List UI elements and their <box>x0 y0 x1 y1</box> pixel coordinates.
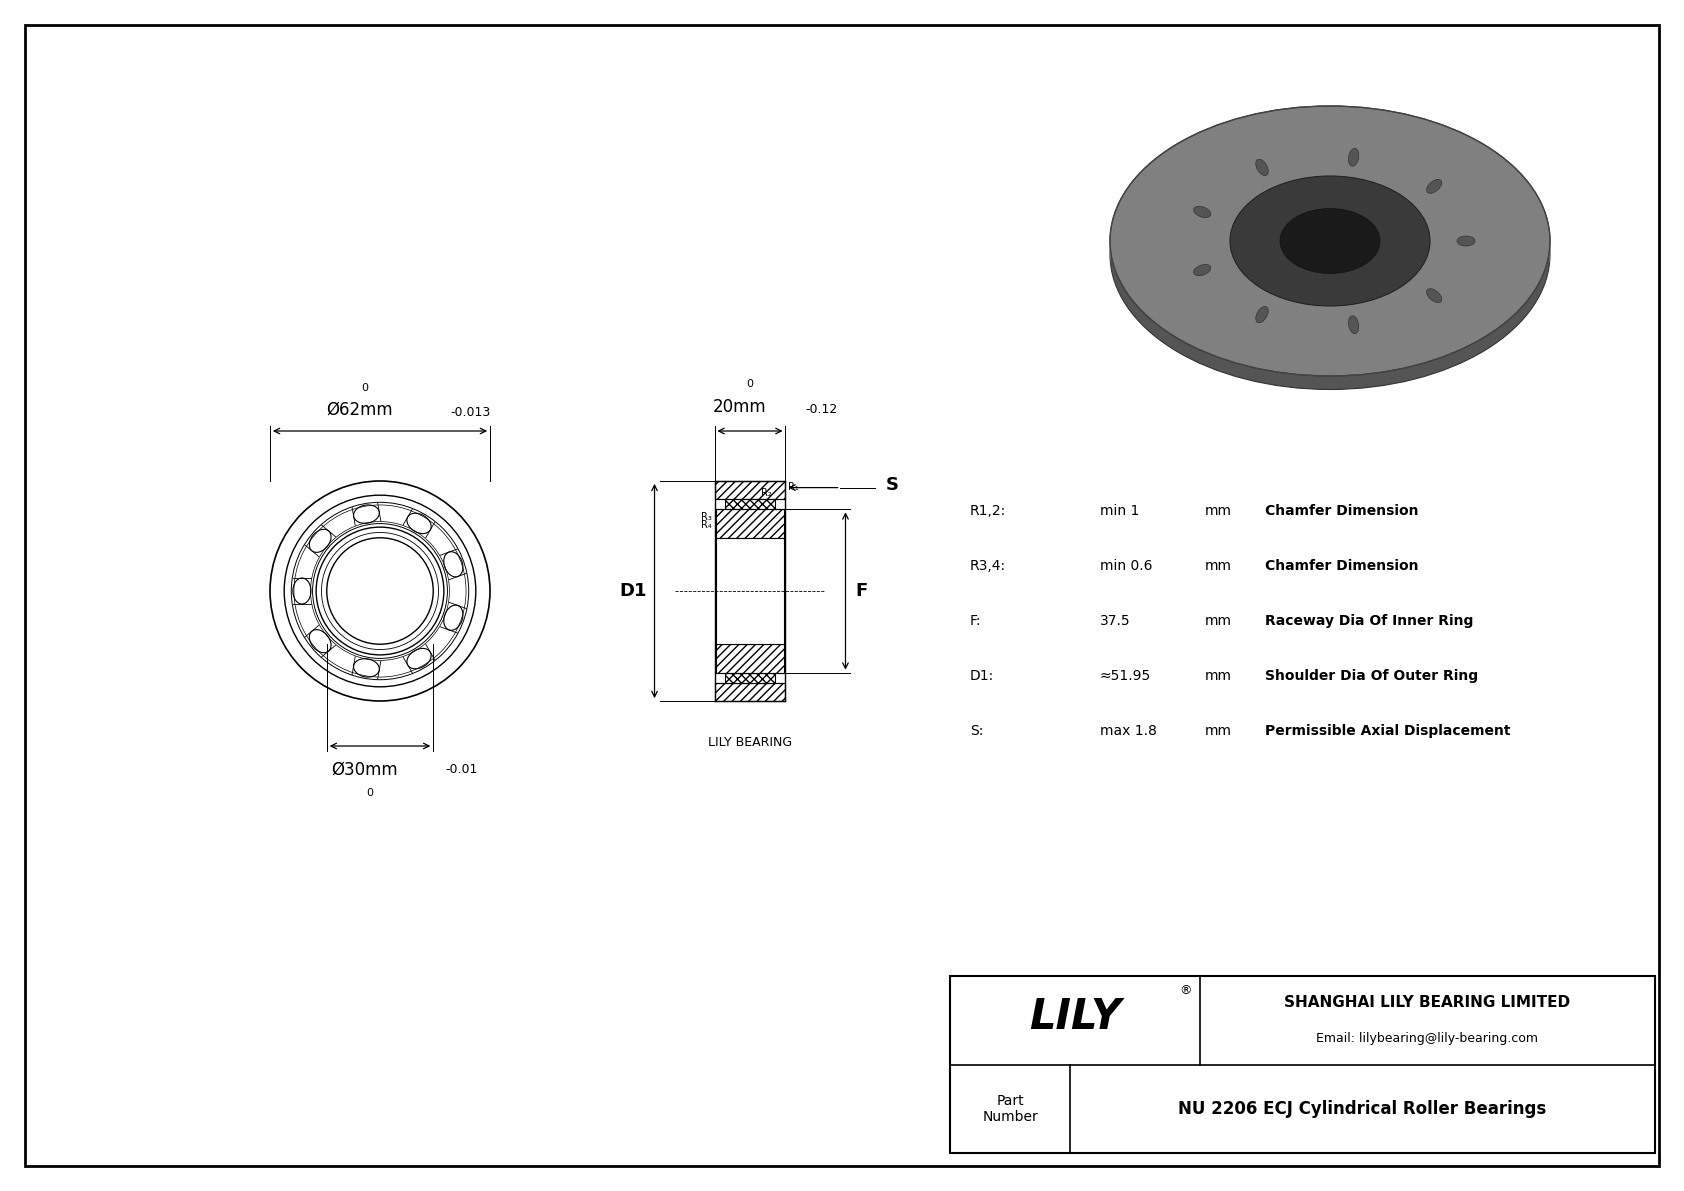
Text: D1: D1 <box>620 582 647 600</box>
Bar <box>950 975 1655 1153</box>
Bar <box>716 510 783 538</box>
Bar <box>716 538 783 644</box>
Text: Chamfer Dimension: Chamfer Dimension <box>1265 559 1418 573</box>
Text: 0: 0 <box>746 379 753 389</box>
Text: max 1.8: max 1.8 <box>1100 724 1157 738</box>
Text: LILY: LILY <box>1029 996 1122 1039</box>
Ellipse shape <box>1194 206 1211 218</box>
Text: Ø30mm: Ø30mm <box>332 761 399 779</box>
Text: Ø62mm: Ø62mm <box>327 401 394 419</box>
Ellipse shape <box>1110 119 1549 389</box>
Ellipse shape <box>1280 208 1379 274</box>
Polygon shape <box>1110 106 1549 268</box>
Text: S:: S: <box>970 724 983 738</box>
Text: -0.013: -0.013 <box>450 406 490 419</box>
Text: Raceway Dia Of Inner Ring: Raceway Dia Of Inner Ring <box>1265 615 1474 628</box>
Text: min 1: min 1 <box>1100 504 1140 518</box>
Bar <box>714 684 785 701</box>
Text: ®: ® <box>1179 984 1192 997</box>
Bar <box>716 644 783 673</box>
Bar <box>726 673 775 684</box>
Text: R₁: R₁ <box>788 482 800 492</box>
Text: -0.12: -0.12 <box>805 403 837 416</box>
Ellipse shape <box>1194 264 1211 275</box>
Text: NU 2206 ECJ Cylindrical Roller Bearings: NU 2206 ECJ Cylindrical Roller Bearings <box>1179 1099 1546 1117</box>
Text: Email: lilybearing@lily-bearing.com: Email: lilybearing@lily-bearing.com <box>1317 1031 1539 1045</box>
Bar <box>726 499 775 510</box>
Text: R₂: R₂ <box>761 488 771 499</box>
Text: min 0.6: min 0.6 <box>1100 559 1152 573</box>
Text: Permissible Axial Displacement: Permissible Axial Displacement <box>1265 724 1511 738</box>
Text: F: F <box>855 582 867 600</box>
Ellipse shape <box>1229 176 1430 306</box>
Text: mm: mm <box>1206 615 1233 628</box>
Text: Chamfer Dimension: Chamfer Dimension <box>1265 504 1418 518</box>
Text: R₃: R₃ <box>701 512 712 523</box>
Text: F:: F: <box>970 615 982 628</box>
Text: Shoulder Dia Of Outer Ring: Shoulder Dia Of Outer Ring <box>1265 669 1479 682</box>
Text: R₄: R₄ <box>701 519 712 530</box>
Ellipse shape <box>1256 306 1268 323</box>
Text: mm: mm <box>1206 504 1233 518</box>
Ellipse shape <box>1110 106 1549 376</box>
Text: 20mm: 20mm <box>714 398 766 416</box>
Text: mm: mm <box>1206 559 1233 573</box>
Text: S: S <box>886 475 899 493</box>
Text: mm: mm <box>1206 724 1233 738</box>
Text: D1:: D1: <box>970 669 994 682</box>
Text: LILY BEARING: LILY BEARING <box>707 736 791 749</box>
Text: SHANGHAI LILY BEARING LIMITED: SHANGHAI LILY BEARING LIMITED <box>1285 994 1571 1010</box>
Ellipse shape <box>1256 160 1268 175</box>
Ellipse shape <box>1426 180 1442 193</box>
Ellipse shape <box>1457 236 1475 247</box>
Ellipse shape <box>1349 149 1359 167</box>
Text: 0: 0 <box>362 384 369 393</box>
Bar <box>714 481 785 499</box>
Text: ≈51.95: ≈51.95 <box>1100 669 1152 682</box>
Text: 37.5: 37.5 <box>1100 615 1130 628</box>
Text: R3,4:: R3,4: <box>970 559 1005 573</box>
Text: -0.01: -0.01 <box>445 763 477 777</box>
Text: R1,2:: R1,2: <box>970 504 1007 518</box>
Text: mm: mm <box>1206 669 1233 682</box>
Text: 0: 0 <box>367 788 374 798</box>
Ellipse shape <box>1426 288 1442 303</box>
Ellipse shape <box>1349 316 1359 333</box>
Text: Part
Number: Part Number <box>982 1093 1037 1124</box>
